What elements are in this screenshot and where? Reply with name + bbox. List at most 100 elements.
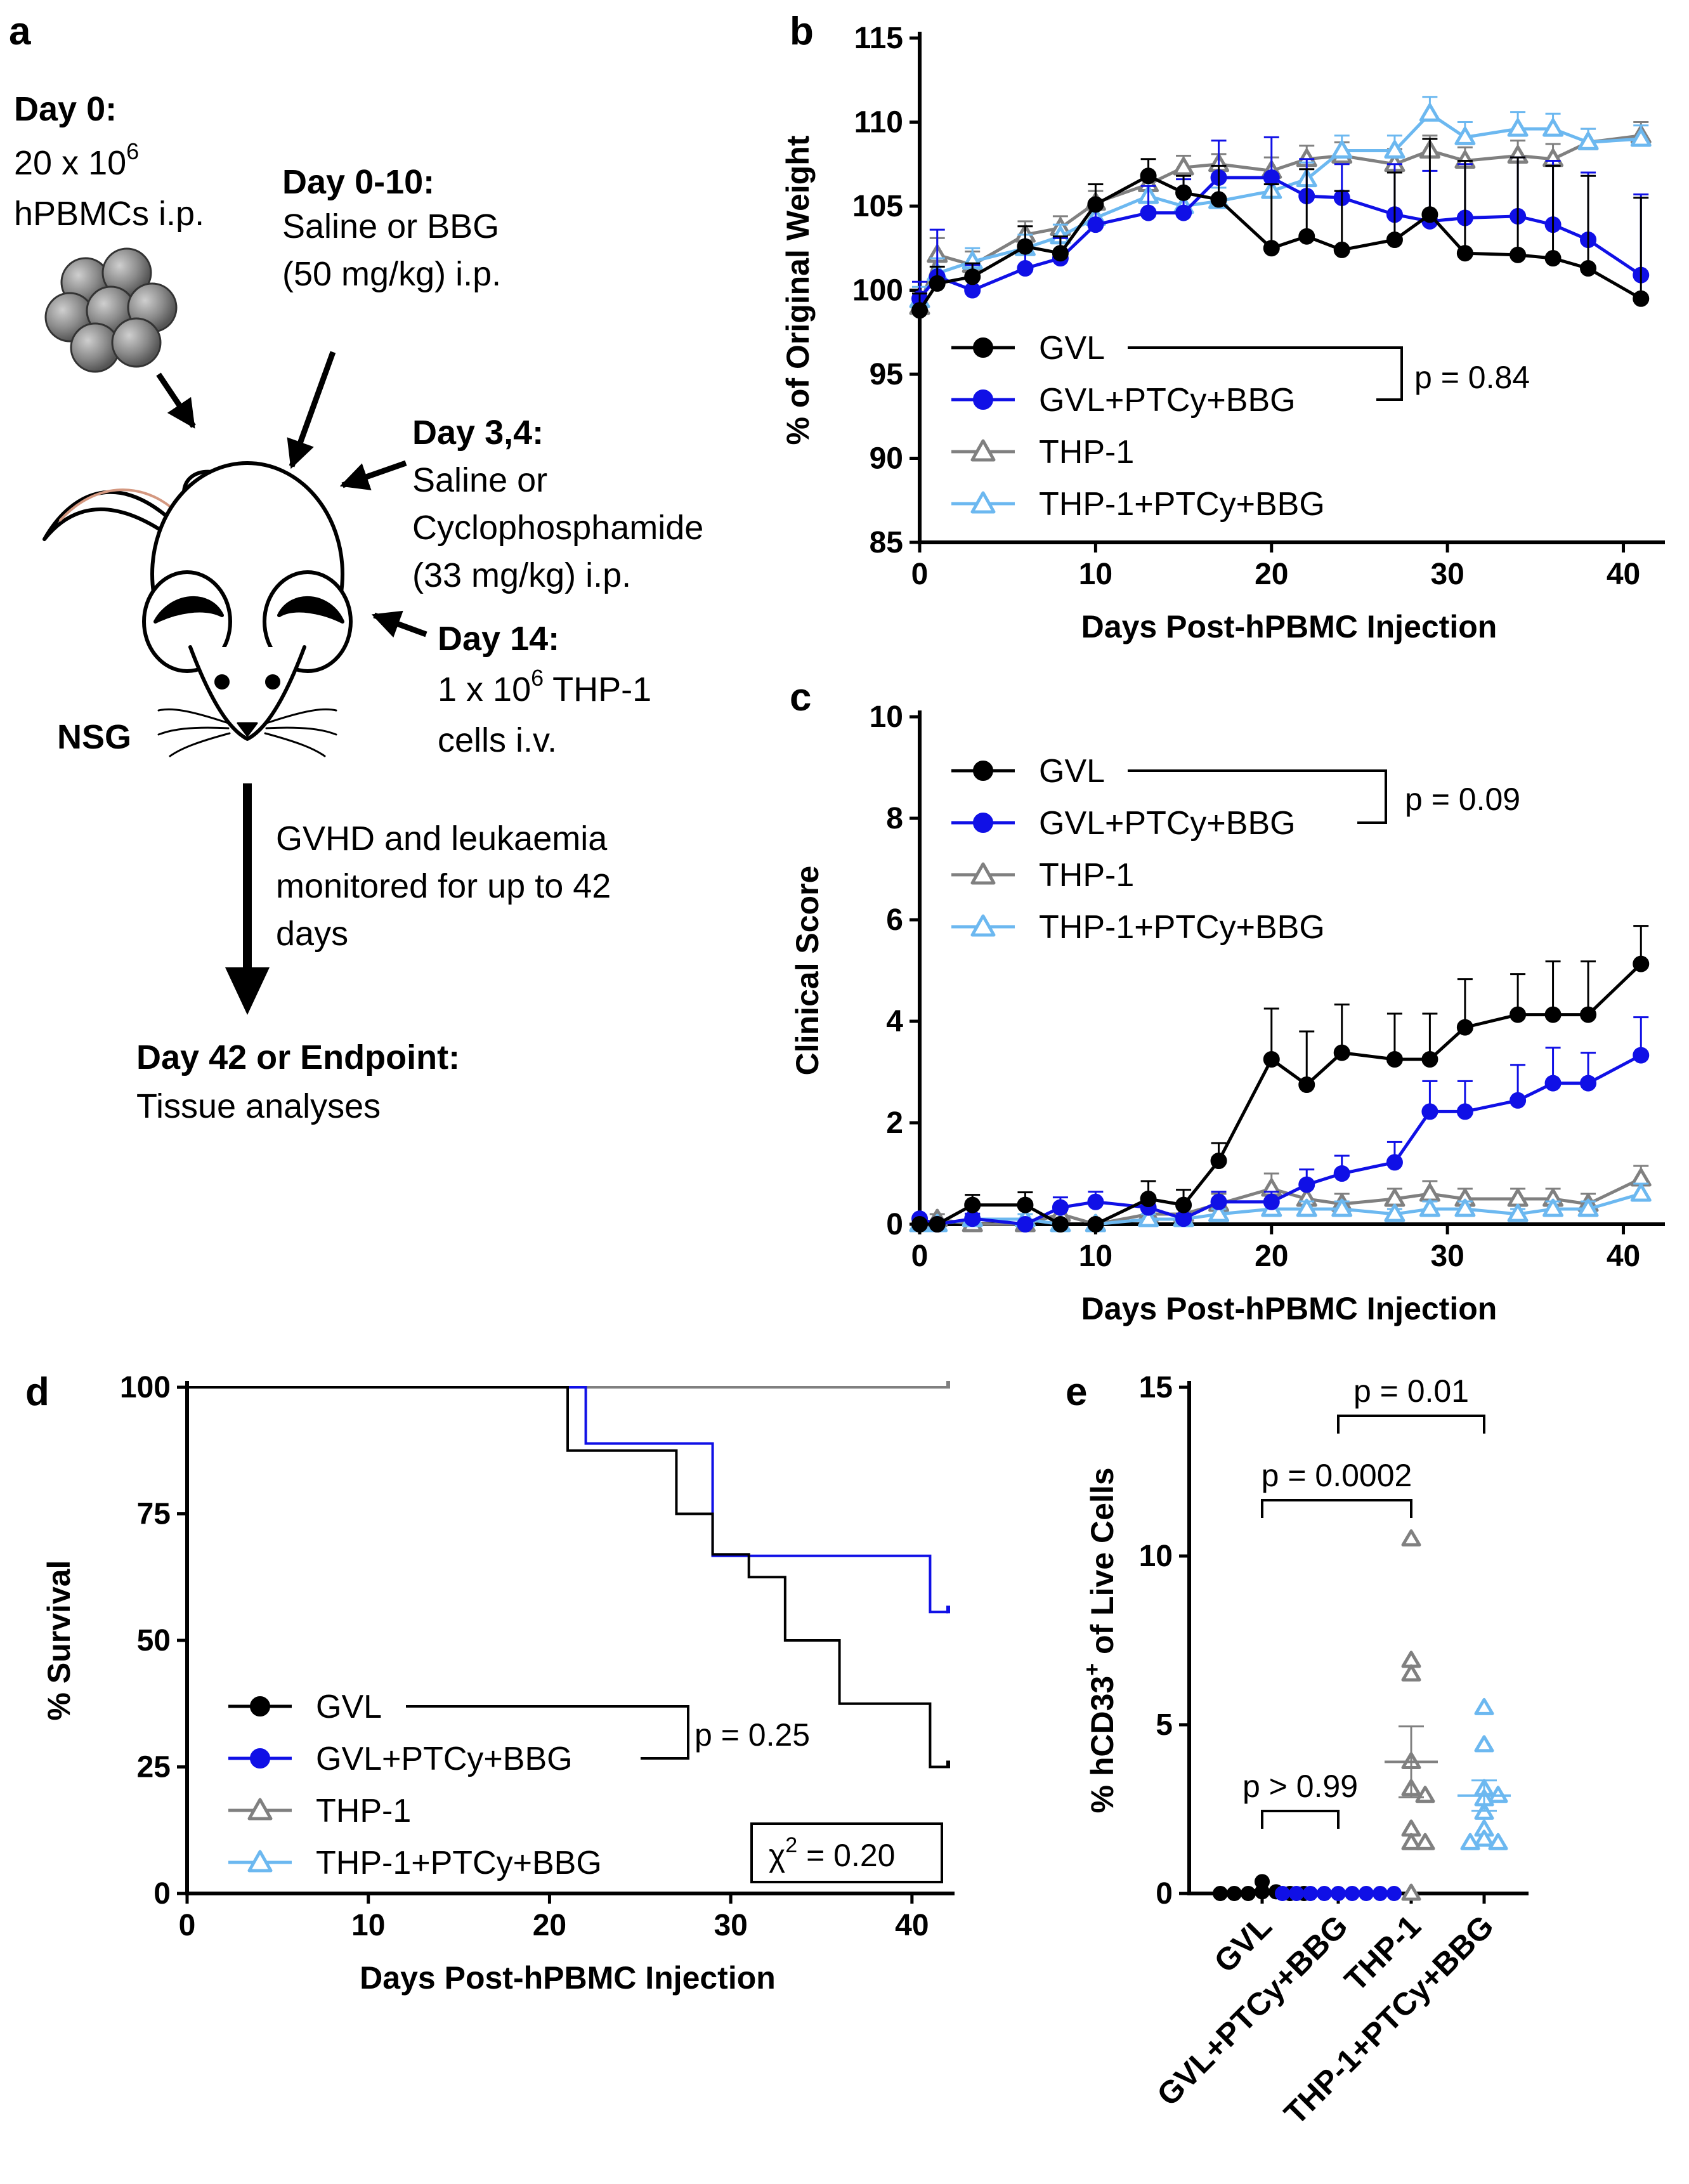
b-ylabel: % of Original Weight: [780, 135, 816, 445]
e-point-1-5: [1373, 1886, 1388, 1901]
e-ylabel-sup: +: [1080, 1663, 1104, 1676]
e-comparison-bracket-0: [1261, 1810, 1340, 1829]
c-point-1-7: [1175, 1210, 1192, 1227]
d-ytick-label-4: 100: [120, 1371, 171, 1404]
e-comparison-label-0: p > 0.99: [1242, 1769, 1358, 1804]
d-curve-1: [187, 1386, 948, 1614]
d-ytick-label-2: 50: [137, 1624, 171, 1658]
b-xtick-label-2: 20: [1255, 558, 1288, 591]
e-point-2-8: [1415, 1833, 1435, 1850]
e-point-3-7: [1474, 1829, 1494, 1847]
e-point-3-0: [1474, 1697, 1494, 1715]
c-point-0-6: [1140, 1191, 1157, 1207]
c-legend-label-2: THP-1: [1039, 857, 1134, 894]
c-point-3-17: [1577, 1198, 1599, 1217]
c-legend-marker-0: [973, 761, 993, 781]
b-ytick-label-6: 115: [854, 22, 903, 55]
arrow-thp1-to-mouse: [371, 610, 427, 638]
b-pvalue-bracket: [1128, 346, 1403, 401]
b-point-1-6: [1140, 204, 1157, 221]
monitor-line3: days: [276, 915, 348, 953]
d-chi-label: χ2 = 0.20: [769, 1833, 895, 1873]
b-point-0-4: [1052, 245, 1069, 262]
c-point-0-13: [1421, 1051, 1438, 1068]
b-point-3-15: [1507, 118, 1529, 137]
d-axes: [185, 1381, 955, 1895]
c-point-0-2: [964, 1196, 981, 1213]
b-legend-label-0: GVL: [1039, 330, 1105, 367]
day34-line3: (33 mg/kg) i.p.: [412, 556, 631, 594]
b-xtick-label-3: 30: [1430, 558, 1464, 591]
c-point-1-15: [1510, 1092, 1527, 1109]
b-series-2: [909, 121, 1652, 315]
b-point-0-1: [929, 275, 946, 292]
panel-a: a Day 0: 20 x 106 hPBMCs i.p. Day 0-10: …: [9, 10, 703, 1125]
b-axes: [918, 32, 1665, 544]
c-point-1-5: [1087, 1193, 1104, 1210]
day0-line2: hPBMCs i.p.: [14, 195, 204, 233]
e-comparison-bracket-1: [1261, 1499, 1412, 1518]
c-xtick-label-3: 30: [1430, 1239, 1464, 1273]
e-point-2-2: [1401, 1664, 1421, 1682]
c-point-2-12: [1384, 1188, 1405, 1207]
c-point-3-12: [1384, 1203, 1405, 1222]
b-point-0-14: [1456, 245, 1473, 262]
c-ytick-label-0: 0: [886, 1208, 903, 1241]
day0-title: Day 0:: [14, 90, 117, 128]
c-point-0-16: [1544, 1006, 1562, 1023]
b-legend-marker-1: [973, 389, 993, 410]
b-series-0: [911, 138, 1650, 319]
b-point-0-0: [911, 302, 928, 319]
c-xtick-label-2: 20: [1255, 1239, 1288, 1273]
e-comparison-label-2: p = 0.01: [1353, 1373, 1469, 1409]
e-point-2-9: [1401, 1883, 1421, 1901]
b-point-0-11: [1333, 241, 1350, 258]
e-ylabel-post: of Live Cells: [1085, 1467, 1120, 1663]
mouse-label: NSG: [57, 718, 131, 756]
b-legend-marker-3: [970, 491, 996, 514]
e-point-3-1: [1474, 1735, 1494, 1753]
timeline-arrow-head: [225, 967, 270, 1015]
c-point-0-10: [1298, 1076, 1315, 1093]
e-point-2-6: [1401, 1819, 1421, 1837]
arrow-bbg-to-mouse: [287, 351, 336, 469]
e-point-0-7: [1213, 1886, 1228, 1901]
c-point-3-13: [1419, 1198, 1440, 1217]
c-point-1-11: [1333, 1165, 1350, 1182]
day010-line1: Saline or BBG: [282, 207, 499, 245]
b-legend-label-1: GVL+PTCy+BBG: [1039, 382, 1296, 419]
d-legend-marker-2: [247, 1798, 273, 1821]
b-ytick-label-4: 105: [852, 190, 903, 223]
panel-d-label: d: [25, 1370, 49, 1414]
b-pvalue-label: p = 0.84: [1414, 360, 1530, 395]
b-point-0-3: [1017, 238, 1034, 255]
c-legend-label-3: THP-1+PTCy+BBG: [1039, 909, 1325, 946]
d-legend-marker-1: [250, 1748, 270, 1769]
c-ytick-label-4: 8: [886, 802, 903, 835]
c-point-1-3: [1017, 1216, 1034, 1233]
b-ytick-label-5: 110: [854, 106, 903, 140]
b-point-0-10: [1298, 228, 1315, 245]
b-xlabel: Days Post-hPBMC Injection: [1081, 609, 1497, 644]
day34-line2: Cyclophosphamide: [412, 509, 703, 547]
c-xtick-label-4: 40: [1607, 1239, 1640, 1273]
c-point-0-0: [911, 1216, 928, 1233]
b-xtick-label-0: 0: [911, 558, 929, 591]
d-legend-marker-3: [247, 1850, 273, 1873]
e-xtick-label-0: GVL: [1207, 1908, 1278, 1979]
d-ytick-label-1: 25: [137, 1751, 171, 1784]
b-point-0-7: [1175, 184, 1192, 201]
panel-b-weight-chart: b 85 90 95 100 105 110 115 0 10 20 30 40 Days Post-hP…: [780, 10, 1665, 644]
d-legend-label-0: GVL: [316, 1689, 382, 1725]
d-chi-symbol: χ: [769, 1838, 785, 1873]
panel-a-label: a: [9, 10, 31, 53]
b-point-0-9: [1263, 240, 1280, 257]
e-point-3-8: [1488, 1833, 1508, 1850]
c-legend-marker-2: [970, 862, 996, 885]
endpoint-line: Tissue analyses: [136, 1087, 381, 1125]
c-point-0-7: [1175, 1196, 1192, 1213]
e-point-1-6: [1289, 1886, 1304, 1901]
e-point-2-7: [1401, 1833, 1421, 1850]
day14-line2: cells i.v.: [438, 721, 557, 759]
